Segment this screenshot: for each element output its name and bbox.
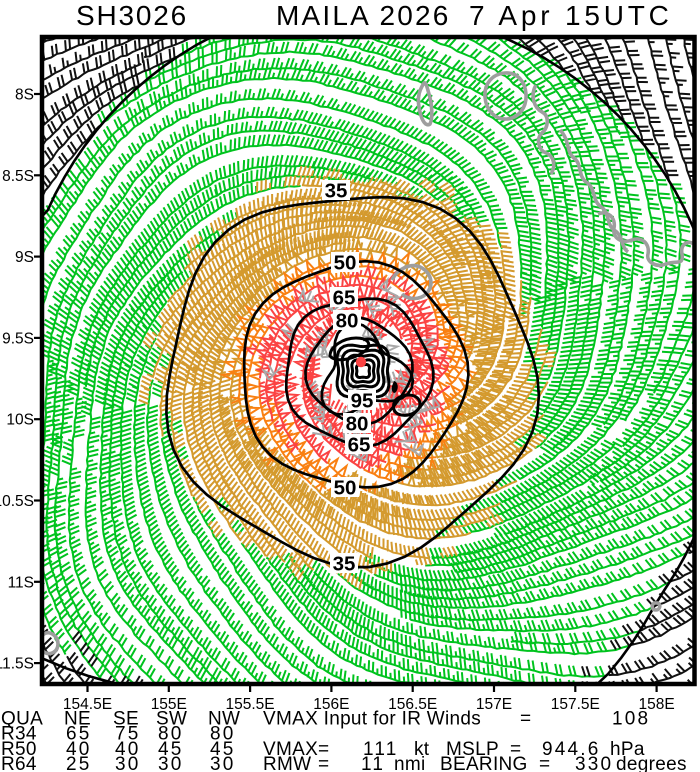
svg-text:VMAX Input for IR Winds: VMAX Input for IR Winds [263, 709, 481, 730]
svg-text:9.5S: 9.5S [2, 330, 34, 347]
svg-text:111: 111 [363, 739, 398, 760]
svg-text:30: 30 [210, 754, 236, 772]
svg-text:10.5S: 10.5S [0, 493, 34, 510]
svg-text:=: = [318, 754, 329, 772]
svg-text:NW: NW [208, 709, 240, 730]
svg-text:80: 80 [158, 724, 184, 745]
svg-text:SH3026: SH3026 [76, 0, 188, 31]
svg-text:8.5S: 8.5S [2, 168, 34, 185]
svg-text:30: 30 [158, 754, 184, 772]
svg-text:kt: kt [414, 739, 430, 760]
svg-text:11S: 11S [8, 574, 34, 591]
svg-text:11.5S: 11.5S [0, 656, 34, 673]
svg-text:45: 45 [158, 739, 184, 760]
svg-text:hPa: hPa [610, 739, 645, 760]
svg-text:35: 35 [325, 180, 348, 203]
svg-text:8S: 8S [15, 87, 34, 104]
svg-text:108: 108 [612, 709, 650, 730]
svg-text:degrees: degrees [616, 754, 687, 772]
svg-text:R64: R64 [1, 754, 37, 772]
svg-text:SW: SW [156, 709, 187, 730]
svg-text:R50: R50 [1, 739, 37, 760]
svg-text:154.5E: 154.5E [63, 696, 112, 713]
svg-text:nmi: nmi [394, 754, 426, 772]
svg-text:80: 80 [346, 413, 369, 436]
svg-text:MAILA 2026: MAILA 2026 [276, 0, 451, 31]
svg-text:157E: 157E [476, 696, 512, 713]
svg-text:NE: NE [64, 709, 91, 730]
svg-text:=: = [510, 739, 521, 760]
svg-text:75: 75 [115, 724, 141, 745]
svg-text:9S: 9S [15, 249, 34, 266]
svg-text:10S: 10S [6, 412, 34, 429]
svg-text:35: 35 [333, 553, 356, 576]
svg-text:80: 80 [210, 724, 236, 745]
svg-text:RMW: RMW [263, 754, 311, 772]
svg-text:MSLP: MSLP [446, 739, 499, 760]
svg-text:50: 50 [334, 477, 357, 500]
svg-text:156E: 156E [313, 696, 349, 713]
svg-text:80: 80 [336, 310, 359, 333]
svg-text:SE: SE [113, 709, 139, 730]
svg-text:157.5E: 157.5E [551, 696, 600, 713]
svg-text:11: 11 [361, 754, 385, 772]
svg-text:VMAX: VMAX [263, 739, 318, 760]
svg-text:50: 50 [334, 252, 357, 275]
svg-text:155.5E: 155.5E [226, 696, 275, 713]
svg-text:95: 95 [351, 390, 374, 413]
svg-text:944.6: 944.6 [542, 739, 601, 760]
svg-text:330: 330 [575, 754, 613, 772]
svg-text:=: = [318, 739, 329, 760]
svg-text:156.5E: 156.5E [388, 696, 437, 713]
svg-text:45: 45 [210, 739, 236, 760]
svg-text:=: = [520, 709, 531, 730]
svg-text:65: 65 [333, 287, 356, 310]
svg-text:65: 65 [66, 724, 92, 745]
svg-text:QUA: QUA [1, 709, 43, 730]
svg-text:BEARING: BEARING [440, 754, 528, 772]
svg-text:7 Apr 15UTC: 7 Apr 15UTC [469, 0, 673, 31]
svg-text:40: 40 [66, 739, 92, 760]
svg-text:R34: R34 [1, 724, 37, 745]
svg-text:65: 65 [348, 434, 371, 457]
svg-text:40: 40 [115, 739, 141, 760]
svg-text:30: 30 [115, 754, 141, 772]
svg-text:25: 25 [66, 754, 92, 772]
svg-text:158E: 158E [638, 696, 674, 713]
svg-text:155E: 155E [151, 696, 187, 713]
svg-text:=: = [539, 754, 550, 772]
